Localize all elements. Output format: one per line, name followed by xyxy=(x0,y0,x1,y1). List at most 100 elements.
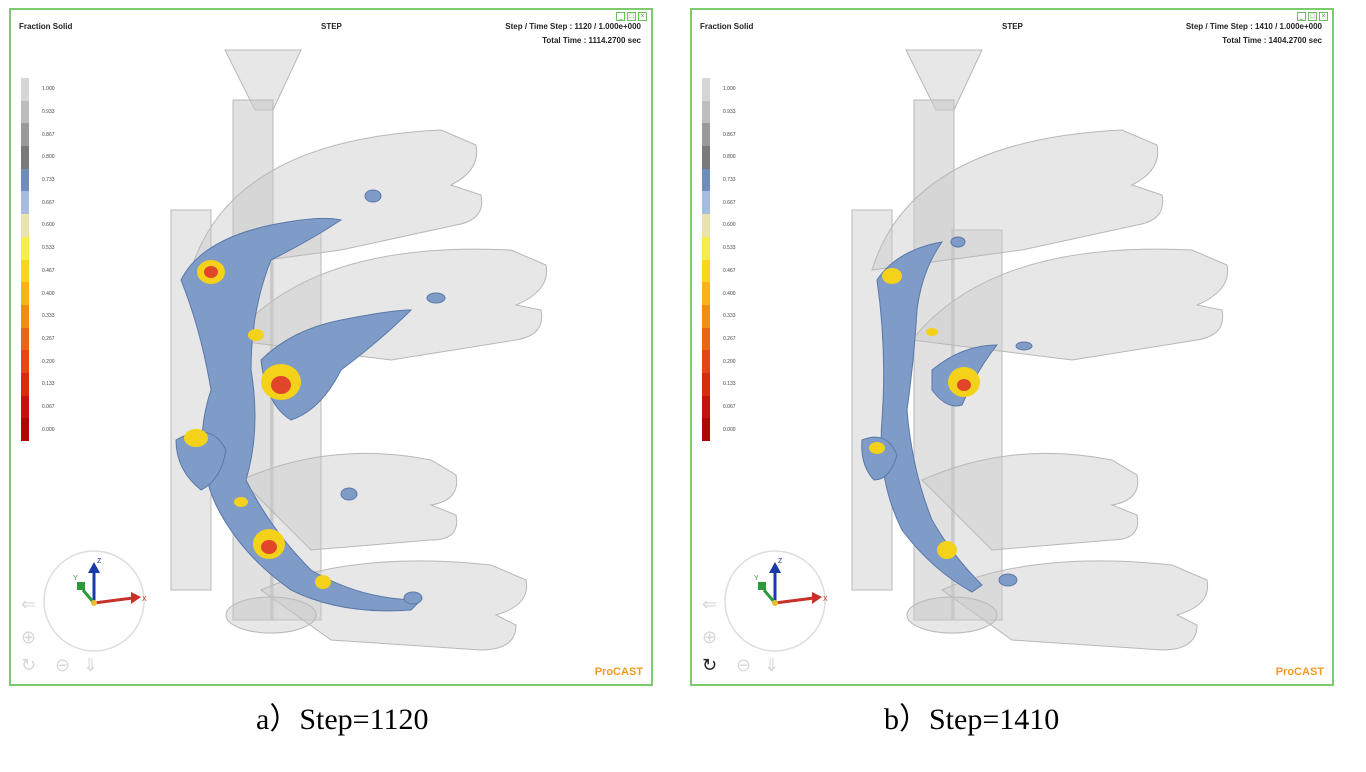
hotspot-3 xyxy=(869,442,885,454)
zoom-in-icon[interactable]: ⊕ xyxy=(21,627,37,648)
legend-row: 0.867 xyxy=(21,123,55,147)
legend-swatch xyxy=(702,350,710,373)
legend-value: 0.267 xyxy=(723,335,736,342)
viewport-panel-b[interactable]: _ □ × Fraction Solid STEP Step / Time St… xyxy=(690,8,1334,686)
down-arrow-icon[interactable]: ⇓ xyxy=(83,655,99,676)
legend-row: 0.600 xyxy=(21,214,55,237)
liquid-blob-2 xyxy=(1015,341,1033,351)
maximize-button[interactable]: □ xyxy=(1308,12,1317,21)
legend-swatch xyxy=(21,327,29,351)
legend-value: 0.533 xyxy=(723,245,736,252)
down-arrow-icon[interactable]: ⇓ xyxy=(764,655,780,676)
zoom-in-icon[interactable]: ⊕ xyxy=(702,627,718,648)
axis-label-z: Z xyxy=(778,558,783,565)
legend-swatch xyxy=(21,395,29,419)
legend-row: 0.400 xyxy=(702,282,736,305)
minimize-button[interactable]: _ xyxy=(1297,12,1306,21)
casting-model-view[interactable] xyxy=(11,10,651,684)
legend-value: 0.067 xyxy=(42,403,55,410)
legend-row: 0.733 xyxy=(702,168,736,192)
liquid-blob-4 xyxy=(998,573,1018,587)
legend-swatch xyxy=(702,191,710,215)
legend-swatch xyxy=(21,168,29,192)
orientation-axes[interactable]: Z X Y xyxy=(41,548,147,654)
legend-swatch xyxy=(702,146,710,169)
color-legend: 1.000 0.933 0.867 0.800 0.733 0.667 0.600 0.533… xyxy=(21,78,55,441)
liquid-blob-2 xyxy=(426,292,446,304)
legend-value: 0.400 xyxy=(723,290,736,297)
mode-label: STEP xyxy=(1002,22,1023,31)
legend-value: 0.667 xyxy=(723,199,736,206)
close-button[interactable]: × xyxy=(638,12,647,21)
legend-value: 0.467 xyxy=(42,267,55,274)
legend-value: 0.200 xyxy=(42,358,55,365)
legend-row: 0.267 xyxy=(21,327,55,351)
legend-row: 0.200 xyxy=(702,350,736,373)
time-readout: Total Time : 1114.2700 sec xyxy=(542,36,641,45)
legend-value: 0.133 xyxy=(42,381,55,388)
axis-label-y: Y xyxy=(73,575,78,582)
legend-row: 0.800 xyxy=(702,146,736,169)
legend-value: 0.400 xyxy=(42,290,55,297)
legend-swatch xyxy=(21,418,29,441)
zoom-out-icon[interactable]: ⊖ xyxy=(55,655,71,676)
legend-row: 0.867 xyxy=(702,123,736,147)
legend-swatch xyxy=(702,418,710,441)
legend-value: 0.067 xyxy=(723,403,736,410)
liquid-region-main xyxy=(180,217,423,612)
hotspot-7 xyxy=(926,328,938,336)
legend-row: 0.133 xyxy=(702,372,736,396)
color-legend: 1.000 0.933 0.867 0.800 0.733 0.667 0.600 0.533… xyxy=(702,78,736,441)
legend-value: 0.800 xyxy=(42,154,55,161)
legend-row: 0.733 xyxy=(21,168,55,192)
rotate-icon[interactable]: ↻ xyxy=(702,655,718,676)
procast-logo: ProCAST xyxy=(1275,666,1324,678)
legend-swatch xyxy=(702,282,710,305)
minimize-button[interactable]: _ xyxy=(616,12,625,21)
back-arrow-icon[interactable]: ⇐ xyxy=(21,594,37,615)
rotate-icon[interactable]: ↻ xyxy=(21,655,37,676)
back-arrow-icon[interactable]: ⇐ xyxy=(702,594,718,615)
step-readout: Step / Time Step : 1410 / 1.000e+000 xyxy=(1185,22,1322,31)
fork-casting-3 xyxy=(921,452,1139,551)
legend-swatch xyxy=(702,259,710,283)
legend-row: 0.000 xyxy=(21,418,55,441)
window-controls: _ □ × xyxy=(1297,12,1328,21)
orientation-axes[interactable]: Z X Y xyxy=(722,548,828,654)
legend-row: 0.667 xyxy=(702,191,736,215)
casting-model-view[interactable] xyxy=(692,10,1332,684)
close-button[interactable]: × xyxy=(1319,12,1328,21)
legend-swatch xyxy=(21,78,29,101)
mode-label: STEP xyxy=(321,22,342,31)
legend-swatch xyxy=(702,327,710,351)
zoom-out-icon[interactable]: ⊖ xyxy=(736,655,752,676)
legend-swatch xyxy=(21,214,29,237)
legend-value: 0.600 xyxy=(42,222,55,229)
legend-row: 0.133 xyxy=(21,372,55,396)
fork-casting-3 xyxy=(240,452,458,551)
procast-logo: ProCAST xyxy=(594,666,643,678)
legend-swatch xyxy=(21,304,29,328)
legend-value: 0.333 xyxy=(42,313,55,320)
legend-swatch xyxy=(21,350,29,373)
maximize-button[interactable]: □ xyxy=(627,12,636,21)
legend-value: 0.267 xyxy=(42,335,55,342)
legend-value: 0.000 xyxy=(42,426,55,433)
legend-value: 0.800 xyxy=(723,154,736,161)
legend-row: 0.533 xyxy=(702,236,736,260)
liquid-blob-1 xyxy=(950,236,966,248)
window-controls: _ □ × xyxy=(616,12,647,21)
legend-row: 0.533 xyxy=(21,236,55,260)
viewport-panel-a[interactable]: _ □ × Fraction Solid STEP Step / Time St… xyxy=(9,8,653,686)
legend-value: 0.933 xyxy=(42,109,55,116)
legend-row: 0.467 xyxy=(21,259,55,283)
fork-casting-1 xyxy=(871,129,1164,271)
legend-row: 0.467 xyxy=(702,259,736,283)
legend-swatch xyxy=(702,395,710,419)
legend-row: 0.200 xyxy=(21,350,55,373)
legend-value: 0.667 xyxy=(42,199,55,206)
legend-swatch xyxy=(21,100,29,124)
figure-caption-a: a）Step=1120 xyxy=(256,703,429,736)
legend-swatch xyxy=(702,78,710,101)
legend-swatch xyxy=(702,372,710,396)
